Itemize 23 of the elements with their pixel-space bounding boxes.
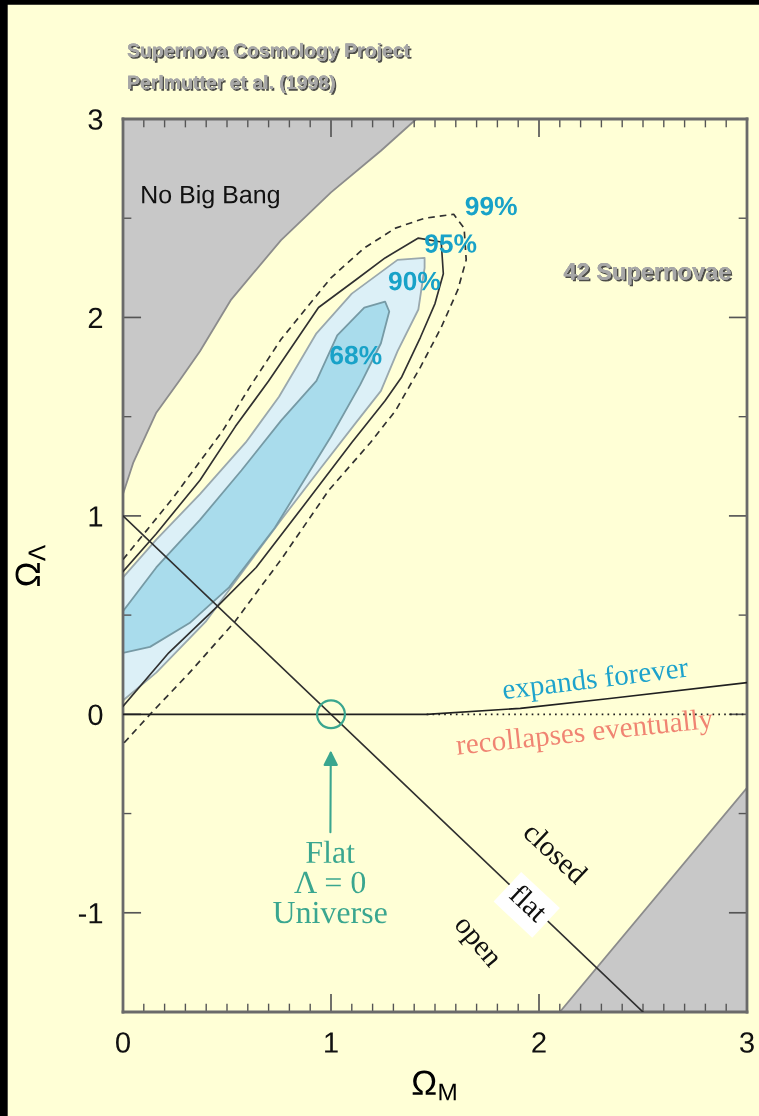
y-tick-label: 2: [88, 307, 103, 329]
annotation: recollapses eventually: [455, 707, 715, 761]
x-tick-label: 0: [116, 1032, 130, 1053]
y-tick-label: 0: [88, 704, 103, 726]
chart-subtitle: Perlmutter et al. (1998): [128, 74, 337, 95]
y-axis-title: Ω$_{Λ}$: [15, 544, 46, 586]
x-axis-title: Ω$_{M}$: [412, 1070, 456, 1101]
annotation: expands forever: [502, 656, 690, 706]
x-tick-label: 1: [325, 1032, 338, 1053]
annotation: 68%: [330, 345, 382, 365]
annotation: 99%: [465, 196, 517, 216]
annotation: 42 Supernovae: [563, 263, 733, 287]
y-tick-label: 1: [89, 506, 103, 527]
annotation: open: [449, 917, 500, 973]
annotation: No Big Bang: [142, 185, 279, 209]
x-tick-label: 2: [532, 1032, 546, 1053]
annotation: 90%: [388, 271, 441, 291]
annotation: Flat Λ = 0 Universe: [273, 840, 387, 924]
chart-title: Supernova Cosmology Project: [127, 42, 412, 63]
annotation: flat: [508, 882, 551, 924]
x-tick-label: 3: [740, 1032, 754, 1053]
y-tick-label: -1: [78, 903, 103, 924]
y-tick-label: 3: [88, 109, 103, 130]
